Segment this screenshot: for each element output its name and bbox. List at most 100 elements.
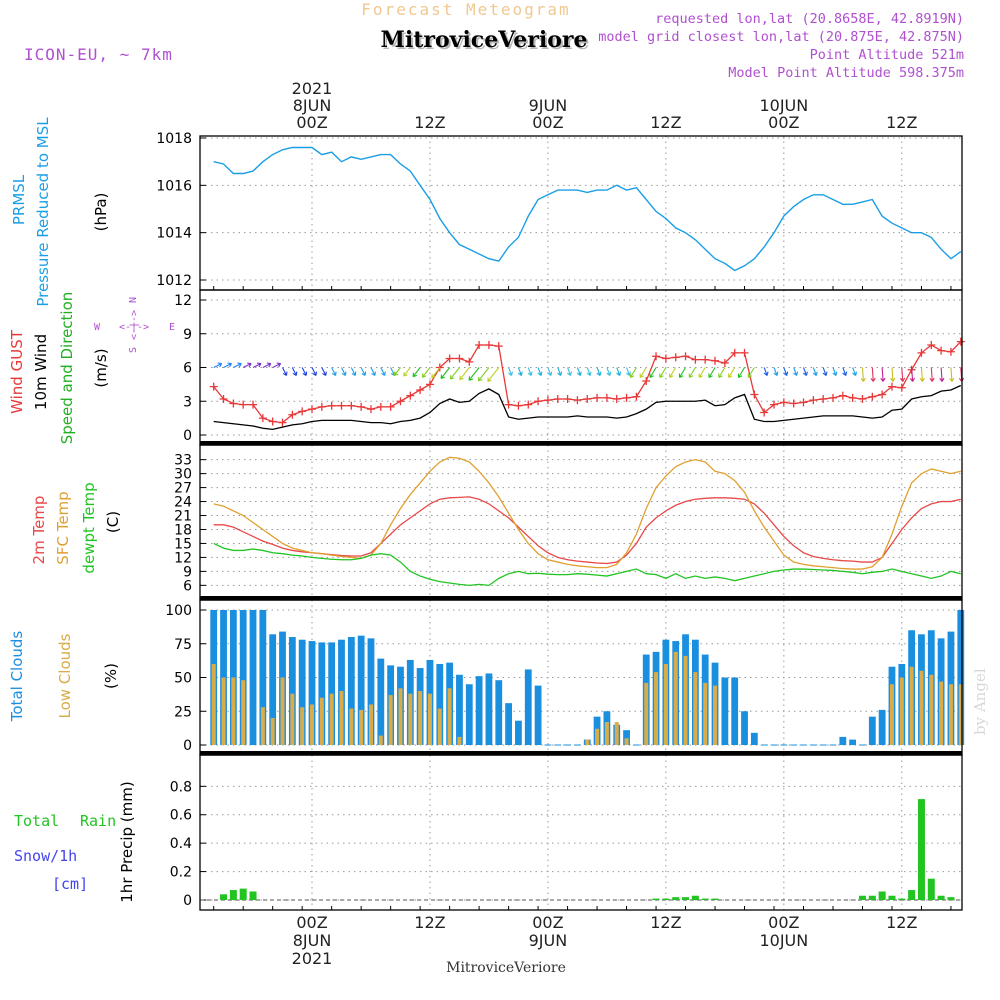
label-hpa: (hPa): [92, 193, 110, 232]
time-label-top: 00Z: [532, 113, 563, 132]
time-label-top: 9JUN: [529, 96, 568, 115]
wind-direction-arrow: [557, 367, 563, 376]
wind-direction-arrow: [291, 367, 298, 376]
gust-marker: [809, 396, 818, 405]
gust-marker: [897, 383, 906, 392]
wind-direction-arrow: [223, 362, 233, 368]
gust-marker: [760, 408, 769, 417]
wind-direction-arrow: [929, 367, 935, 382]
time-label-top: 00Z: [296, 113, 327, 132]
wind-direction-arrow: [331, 367, 337, 376]
gust-marker: [534, 397, 543, 406]
low-cloud-bar: [693, 672, 698, 745]
panel-frame: [199, 444, 963, 601]
y-tick-label: 12: [174, 293, 192, 309]
wind-direction-arrow: [370, 367, 376, 376]
low-cloud-bar: [447, 688, 452, 745]
wind-direction-arrow: [567, 367, 572, 376]
rain-bar: [947, 897, 955, 900]
time-label-bottom: 12Z: [650, 913, 681, 932]
gust-marker: [956, 337, 965, 346]
wind-direction-arrow: [773, 367, 779, 376]
compass-horizontal: <-|->: [119, 322, 149, 333]
compass-south: S: [128, 347, 139, 353]
label-dewpt-temp: dewpt Temp: [80, 482, 98, 573]
rain-bar: [691, 895, 699, 900]
low-cloud-bar: [889, 684, 894, 745]
wind-direction-arrow: [669, 367, 677, 378]
total-cloud-bar: [505, 703, 512, 745]
gust-marker: [396, 397, 405, 406]
total-cloud-bar: [239, 610, 247, 745]
gust-marker: [671, 353, 680, 362]
closest-coords: model grid closest lon,lat (20.875E, 42.…: [598, 29, 964, 45]
wind-direction-arrow: [440, 367, 451, 380]
wind-direction-arrow: [393, 367, 401, 377]
low-cloud-bar: [368, 704, 373, 745]
wind-direction-arrow: [449, 367, 460, 380]
temp-sfc-line: [213, 456, 961, 570]
y-tick-label: 25: [174, 704, 192, 720]
wind-direction-arrow: [747, 367, 755, 378]
gust-marker: [229, 399, 238, 408]
y-tick-label: 0.2: [170, 865, 192, 881]
y-tick-label: 6: [183, 578, 192, 594]
label-prmsl: PRMSL: [10, 174, 28, 225]
label-wind-direction: Speed and Direction: [58, 292, 76, 445]
wind-direction-arrow: [688, 367, 696, 378]
rain-bar: [937, 895, 945, 900]
wind-direction-arrow: [586, 367, 592, 376]
low-cloud-bar: [221, 677, 226, 745]
y-tick-label: 0: [183, 428, 192, 444]
wind-direction-arrow: [380, 367, 386, 376]
gust-marker: [563, 395, 572, 403]
gust-marker: [681, 352, 690, 361]
wind-direction-arrow: [812, 367, 818, 376]
low-cloud-bar: [270, 718, 275, 745]
wind-direction-arrow: [233, 362, 242, 368]
chart-subtitle: Forecast Meteogram: [361, 0, 570, 19]
gust-marker: [416, 386, 425, 394]
total-cloud-bar: [456, 674, 463, 745]
low-cloud-bar: [378, 735, 383, 745]
wind-direction-arrow: [909, 367, 916, 382]
y-tick-label: 33: [174, 453, 192, 469]
gust-marker: [455, 354, 464, 363]
total-cloud-bar: [367, 638, 375, 745]
y-tick-label: 100: [165, 603, 192, 619]
rain-bar: [927, 878, 935, 900]
time-label-top: 12Z: [650, 113, 681, 132]
rain-bar: [672, 897, 680, 900]
time-label-bottom: 00Z: [532, 913, 563, 932]
total-cloud-bar: [878, 709, 886, 745]
low-cloud-bar: [280, 677, 285, 745]
total-cloud-bar: [485, 673, 493, 745]
wind-direction-arrow: [321, 367, 327, 376]
total-cloud-bar: [249, 610, 257, 745]
compass-rose: N S W E <-|-><-|->: [94, 297, 175, 353]
rain-bar: [908, 890, 916, 900]
wind-direction-arrow: [311, 367, 317, 376]
gust-marker: [386, 402, 395, 411]
gust-marker: [661, 354, 670, 363]
wind-direction-arrow: [527, 367, 533, 376]
label-sfc-temp: SFC Temp: [54, 491, 72, 564]
rain-bar: [229, 890, 237, 900]
gust-marker: [494, 342, 503, 351]
y-tick-label: 0: [183, 893, 192, 909]
wind-direction-arrow: [272, 362, 282, 368]
total-cloud-bar: [750, 732, 758, 745]
compass-east: E: [169, 322, 175, 333]
time-label-bottom: 2021: [292, 949, 333, 968]
low-cloud-bar: [388, 695, 393, 745]
wind-direction-arrow: [262, 362, 272, 368]
panel-wind: 0 3 6 9 12: [174, 290, 965, 445]
gust-marker: [937, 346, 946, 355]
label-percent: (%): [102, 663, 120, 689]
low-cloud-bar: [948, 684, 953, 745]
gust-marker: [730, 348, 739, 357]
low-cloud-bar: [398, 688, 403, 745]
label-cm: [cm]: [52, 875, 88, 893]
gust-marker: [465, 357, 474, 366]
